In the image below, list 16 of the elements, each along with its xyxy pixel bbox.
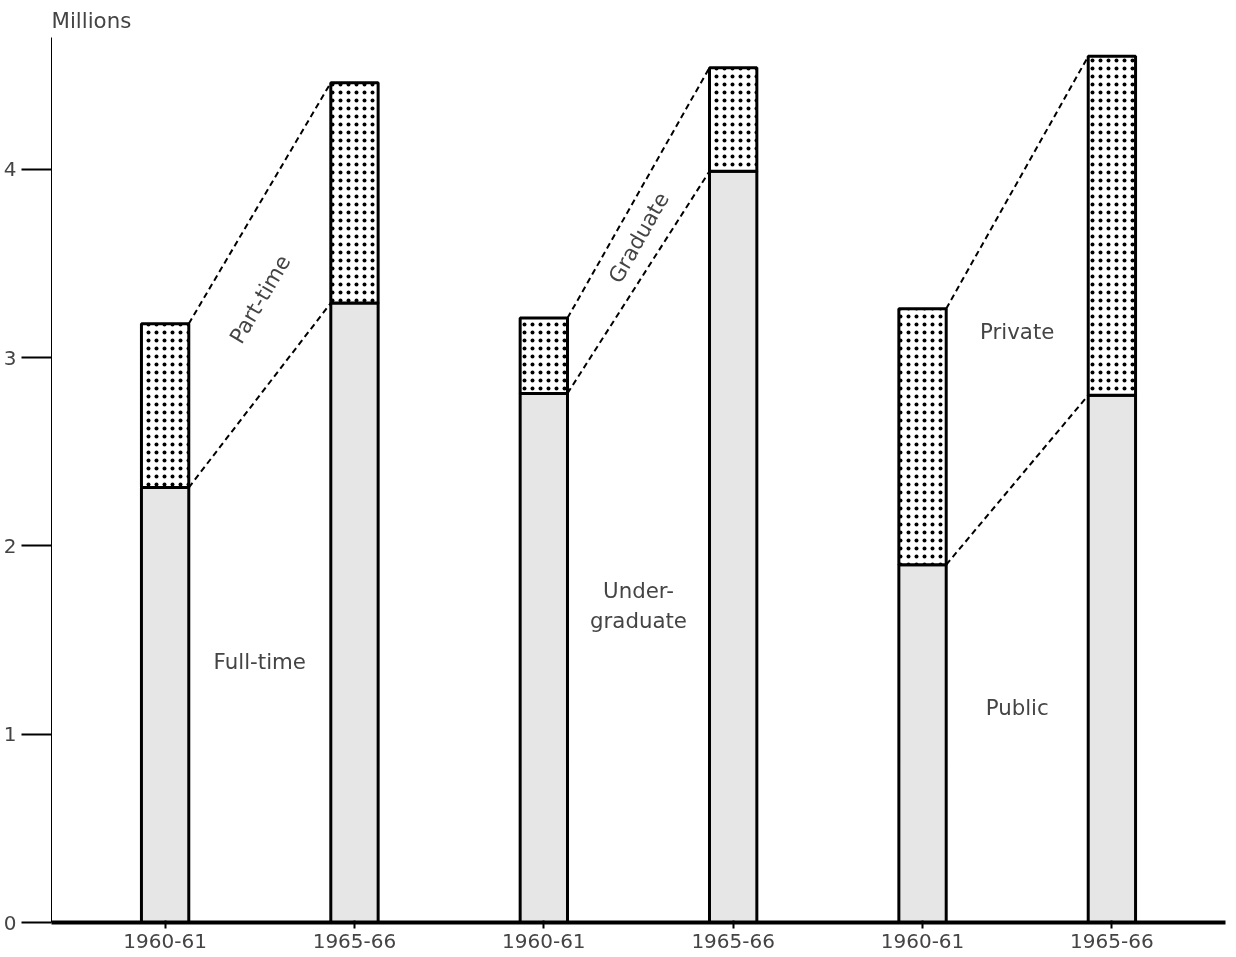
x-tick-label: 1960-61 (123, 928, 207, 953)
y-tick-label: 1 (3, 722, 17, 747)
x-tick-label: 1965-66 (312, 928, 397, 953)
y-tick-label: 0 (3, 910, 17, 935)
x-tick-label: 1965-66 (1070, 928, 1154, 953)
annotation: Under- graduate (590, 577, 688, 633)
y-tick-label: 3 (3, 345, 17, 370)
annotation: Private (980, 318, 1055, 344)
y-tick-label: 4 (3, 157, 17, 182)
x-tick-label: 1960-61 (502, 928, 586, 953)
x-tick-label: 1960-61 (880, 928, 965, 953)
annotation: Public (985, 695, 1049, 721)
annotation: Full-time (213, 649, 306, 675)
y-axis-title: Millions (51, 7, 132, 33)
x-tick-label: 1965-66 (691, 928, 775, 953)
y-tick-label: 2 (3, 533, 17, 558)
